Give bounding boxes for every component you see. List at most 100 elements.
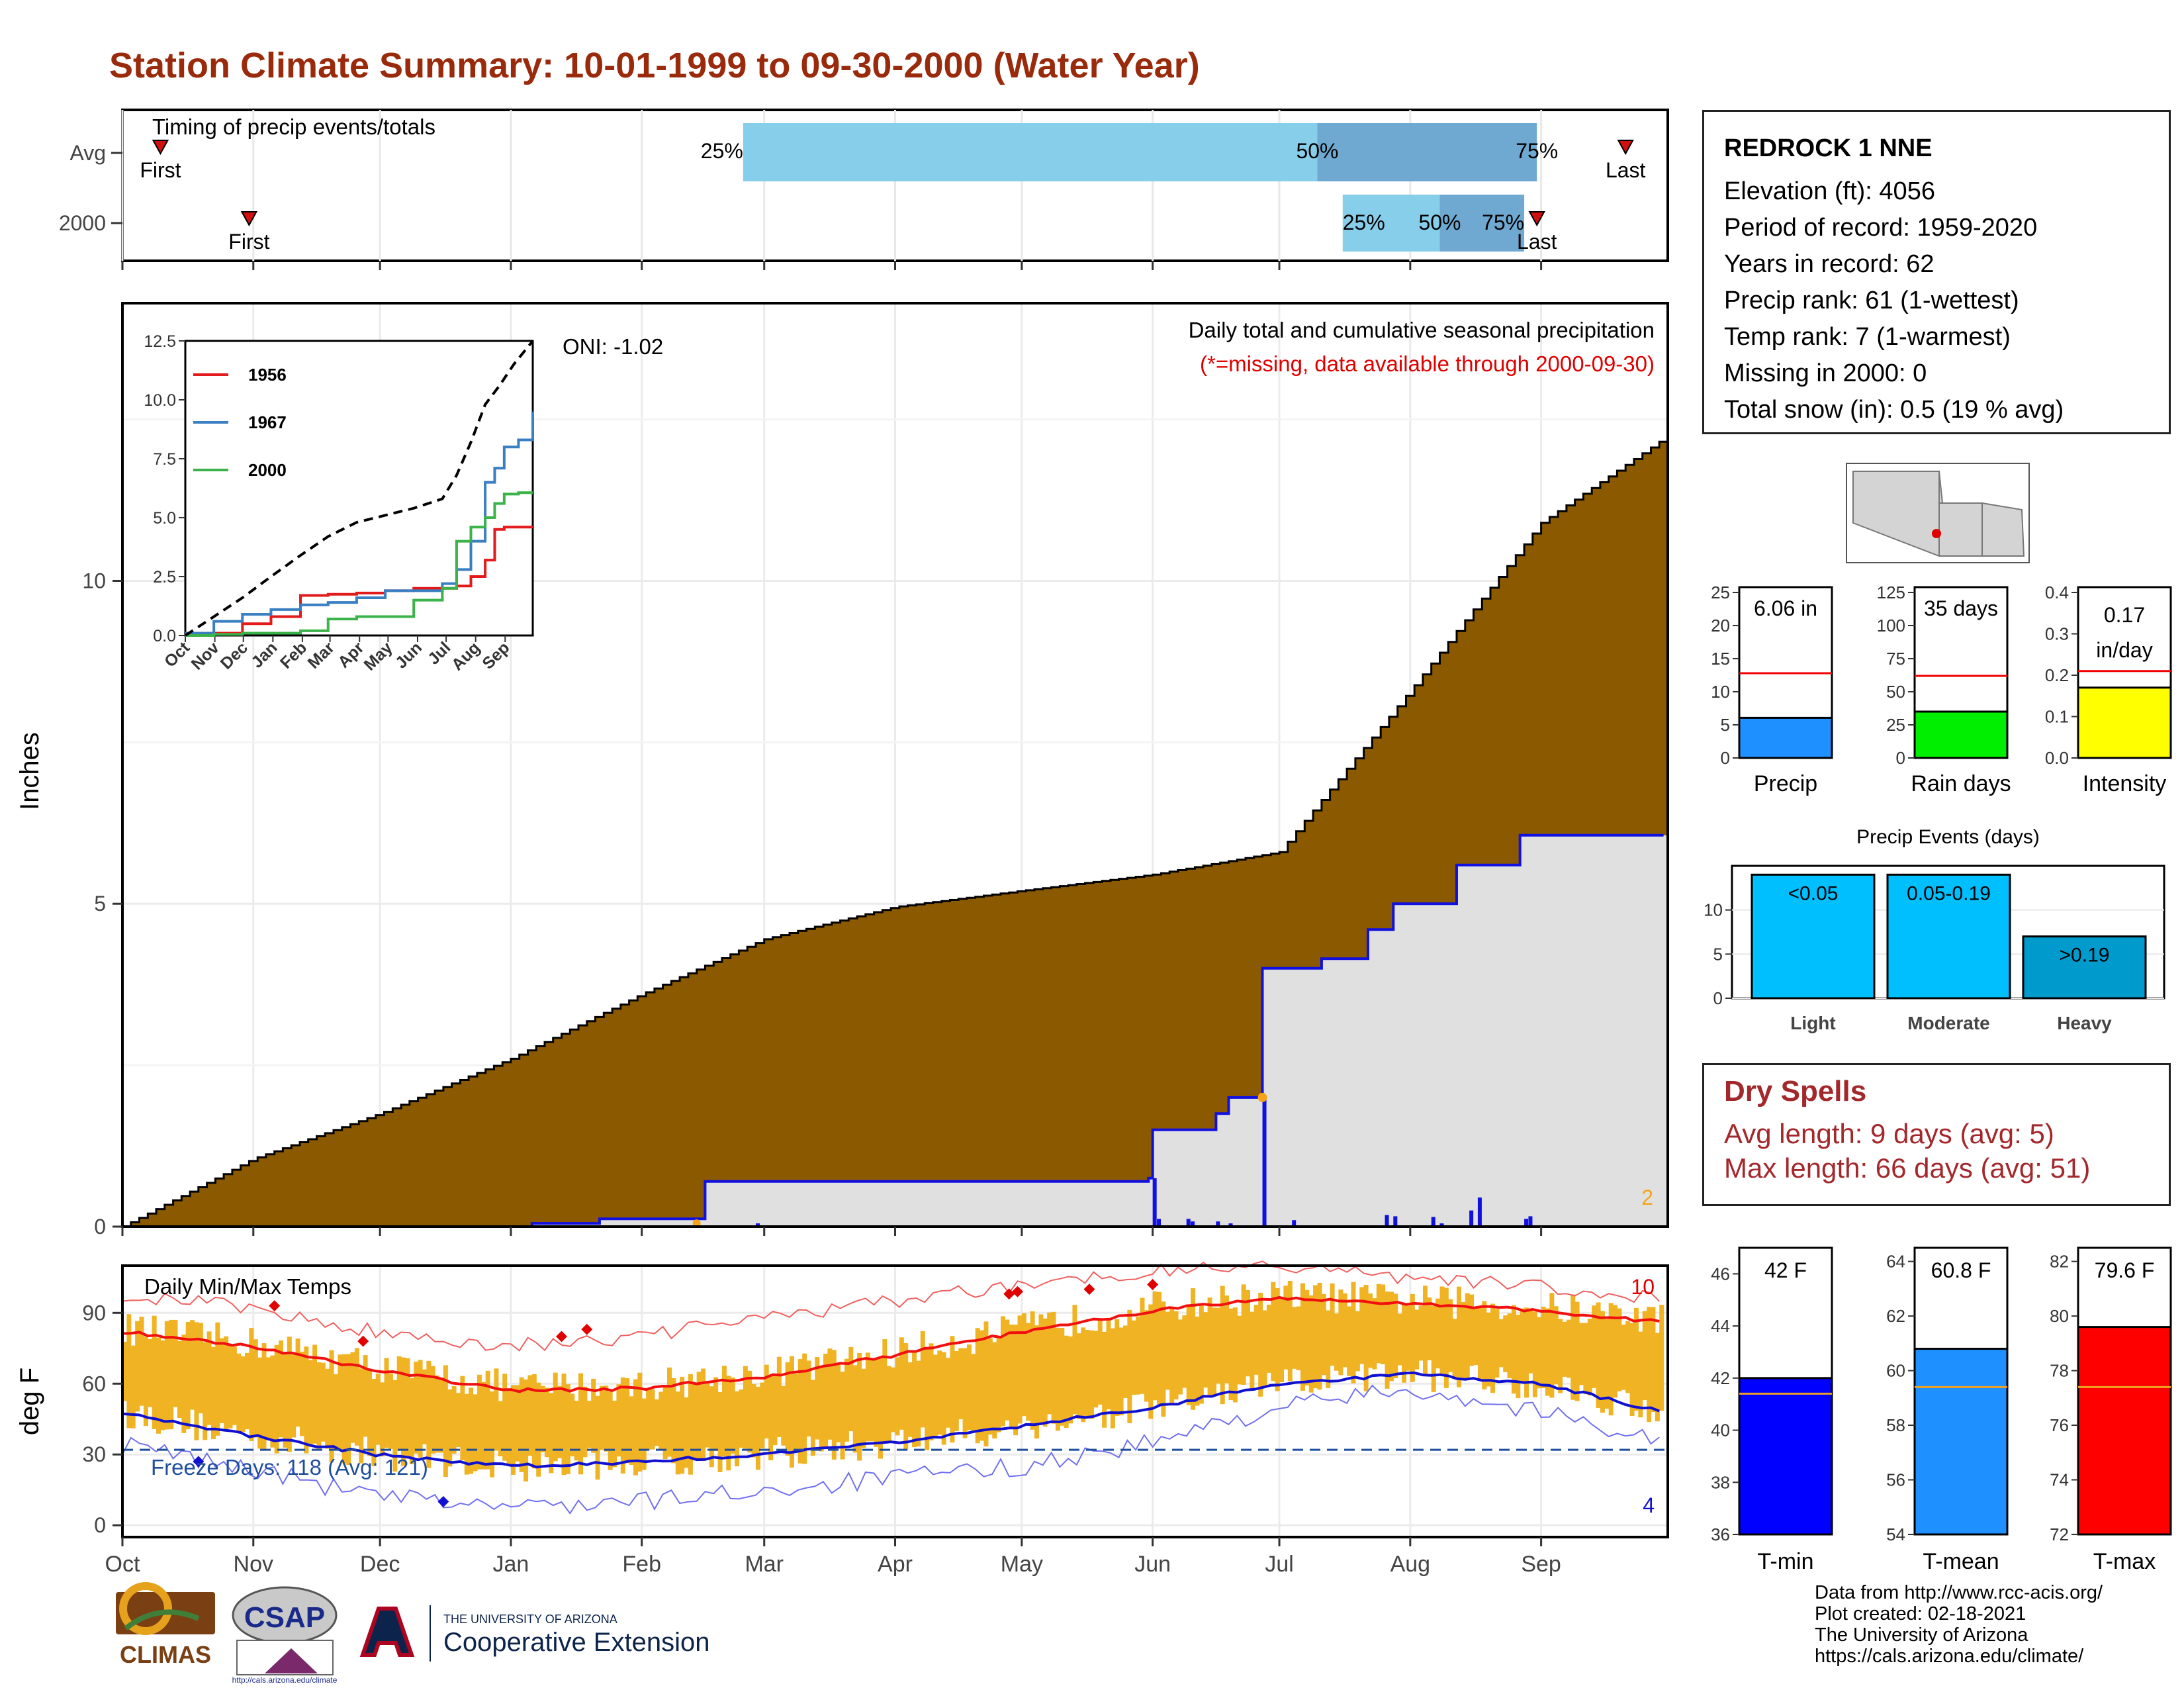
daily-precip-bar [1528, 1216, 1533, 1227]
daily-temp-bar [316, 1362, 322, 1450]
daily-precip-bar [1469, 1210, 1474, 1227]
arizona-locator-map [1846, 463, 2030, 563]
daily-temp-bar [185, 1322, 191, 1430]
daily-temp-bar [730, 1377, 735, 1454]
daily-temp-bar [460, 1376, 465, 1460]
daily-temp-bar [1351, 1282, 1356, 1383]
station-period: Period of record: 1959-2020 [1724, 214, 2038, 242]
daily-temp-bar [1397, 1313, 1402, 1366]
daily-temp-bar [1072, 1305, 1077, 1415]
temp-bar-tick-label: 40 [1711, 1421, 1730, 1440]
dry-spells-max: Max length: 66 days (avg: 51) [1724, 1152, 2091, 1184]
temp-bar-label: T-mean [1923, 1549, 1999, 1574]
daily-temp-bar [329, 1350, 334, 1463]
daily-temp-bar [354, 1348, 359, 1446]
temp-bar-label: T-max [2093, 1549, 2156, 1574]
daily-temp-bar [1203, 1312, 1208, 1388]
daily-temp-bar [481, 1382, 486, 1470]
station-elevation: Elevation (ft): 4056 [1724, 177, 1935, 205]
daily-temp-bar [1026, 1323, 1031, 1421]
daily-temp-bar [1469, 1294, 1475, 1366]
daily-temp-bar [878, 1358, 883, 1459]
record-high-marker [556, 1331, 567, 1342]
month-label: Jan [493, 1552, 529, 1577]
daily-temp-bar [464, 1393, 469, 1475]
daily-temp-bar [831, 1350, 837, 1460]
temp-bar-tick-label: 42 [1711, 1368, 1730, 1388]
mini-tick-label: 0 [1721, 748, 1730, 768]
temp-count-hi: 10 [1631, 1275, 1655, 1299]
temp-bar-value: 60.8 F [1931, 1258, 1991, 1282]
first-marker [152, 140, 169, 156]
daily-temp-bar [717, 1392, 723, 1472]
daily-precip-bar [1262, 1097, 1267, 1227]
daily-precip-bar [1385, 1215, 1389, 1227]
daily-temp-bar [1528, 1310, 1533, 1374]
daily-temp-bar [688, 1374, 693, 1475]
mini-tick-label: 25 [1711, 583, 1730, 602]
daily-temp-bar [802, 1353, 807, 1464]
daily-temp-bar [764, 1364, 769, 1439]
daily-temp-bar [371, 1378, 377, 1467]
inset-y-label: 5.0 [153, 509, 176, 528]
daily-temp-bar [561, 1374, 567, 1476]
daily-temp-bar [680, 1376, 685, 1474]
daily-temp-bar [1427, 1297, 1432, 1360]
daily-temp-bar [1191, 1288, 1196, 1410]
dry-spells-box: Dry Spells Avg length: 9 days (avg: 5) M… [1702, 1063, 2171, 1206]
daily-temp-bar [160, 1340, 165, 1430]
daily-temp-bar [1592, 1305, 1597, 1388]
temp-bar-tick-label: 54 [1886, 1524, 1905, 1544]
daily-temp-bar [1017, 1315, 1023, 1424]
daily-temp-bar [987, 1338, 993, 1435]
daily-temp-bar [194, 1322, 199, 1440]
csap-logo: CSAP http://cals.arizona.edu/climate [232, 1586, 338, 1685]
daily-temp-bar [1152, 1291, 1158, 1401]
station-location-marker [1932, 529, 1941, 538]
daily-temp-bar [899, 1337, 904, 1430]
month-label: Apr [878, 1552, 913, 1577]
daily-temp-bar [1005, 1319, 1010, 1421]
daily-temp-bar [1385, 1291, 1390, 1389]
daily-temp-bar [257, 1357, 263, 1449]
record-low-marker [437, 1496, 449, 1508]
daily-temp-bar [1549, 1293, 1555, 1398]
temp-bar-tick-label: 46 [1711, 1264, 1730, 1284]
daily-precip-bar [1292, 1220, 1297, 1227]
last-label: Last [1606, 158, 1646, 182]
precip-panel: Daily total and cumulative seasonal prec… [15, 302, 1669, 1239]
daily-temp-bar [1566, 1319, 1571, 1378]
daily-temp-bar [122, 1341, 127, 1401]
daily-temp-bar [169, 1319, 174, 1430]
daily-temp-bar [1457, 1286, 1461, 1387]
daily-temp-bar [1388, 1291, 1394, 1382]
daily-temp-bar [164, 1321, 169, 1430]
daily-temp-bar [684, 1397, 689, 1468]
daily-temp-bar [148, 1338, 153, 1407]
temp-bar-tick-label: 80 [2050, 1306, 2069, 1326]
event-bar-label: >0.19 [2060, 945, 2110, 966]
daily-temp-bar [1381, 1284, 1386, 1364]
inset-y-label: 7.5 [153, 450, 176, 469]
mini-tick-label: 100 [1877, 616, 1905, 635]
avg-max-line [122, 1295, 1660, 1393]
precip-note: Daily total and cumulative seasonal prec… [1189, 318, 1655, 342]
daily-temp-bar [1393, 1293, 1398, 1378]
daily-temp-bar [705, 1382, 710, 1448]
daily-temp-bar [620, 1377, 625, 1474]
daily-temp-bar [1177, 1319, 1183, 1395]
daily-temp-bar [713, 1377, 719, 1451]
inset-y-label: 0.0 [153, 627, 176, 645]
daily-temp-bar [1326, 1310, 1331, 1389]
daily-temp-bar [933, 1354, 938, 1438]
daily-precip-bar [1186, 1219, 1191, 1227]
daily-temp-bar [696, 1372, 702, 1460]
daily-temp-bar [848, 1346, 854, 1432]
daily-temp-bar [1253, 1305, 1259, 1375]
daily-temp-bar [456, 1393, 461, 1448]
p75-label: 75% [1516, 139, 1558, 163]
daily-temp-bar [1110, 1328, 1115, 1429]
daily-temp-bar [1081, 1327, 1086, 1423]
daily-temp-bar [531, 1374, 537, 1469]
daily-temp-bar [274, 1344, 279, 1454]
